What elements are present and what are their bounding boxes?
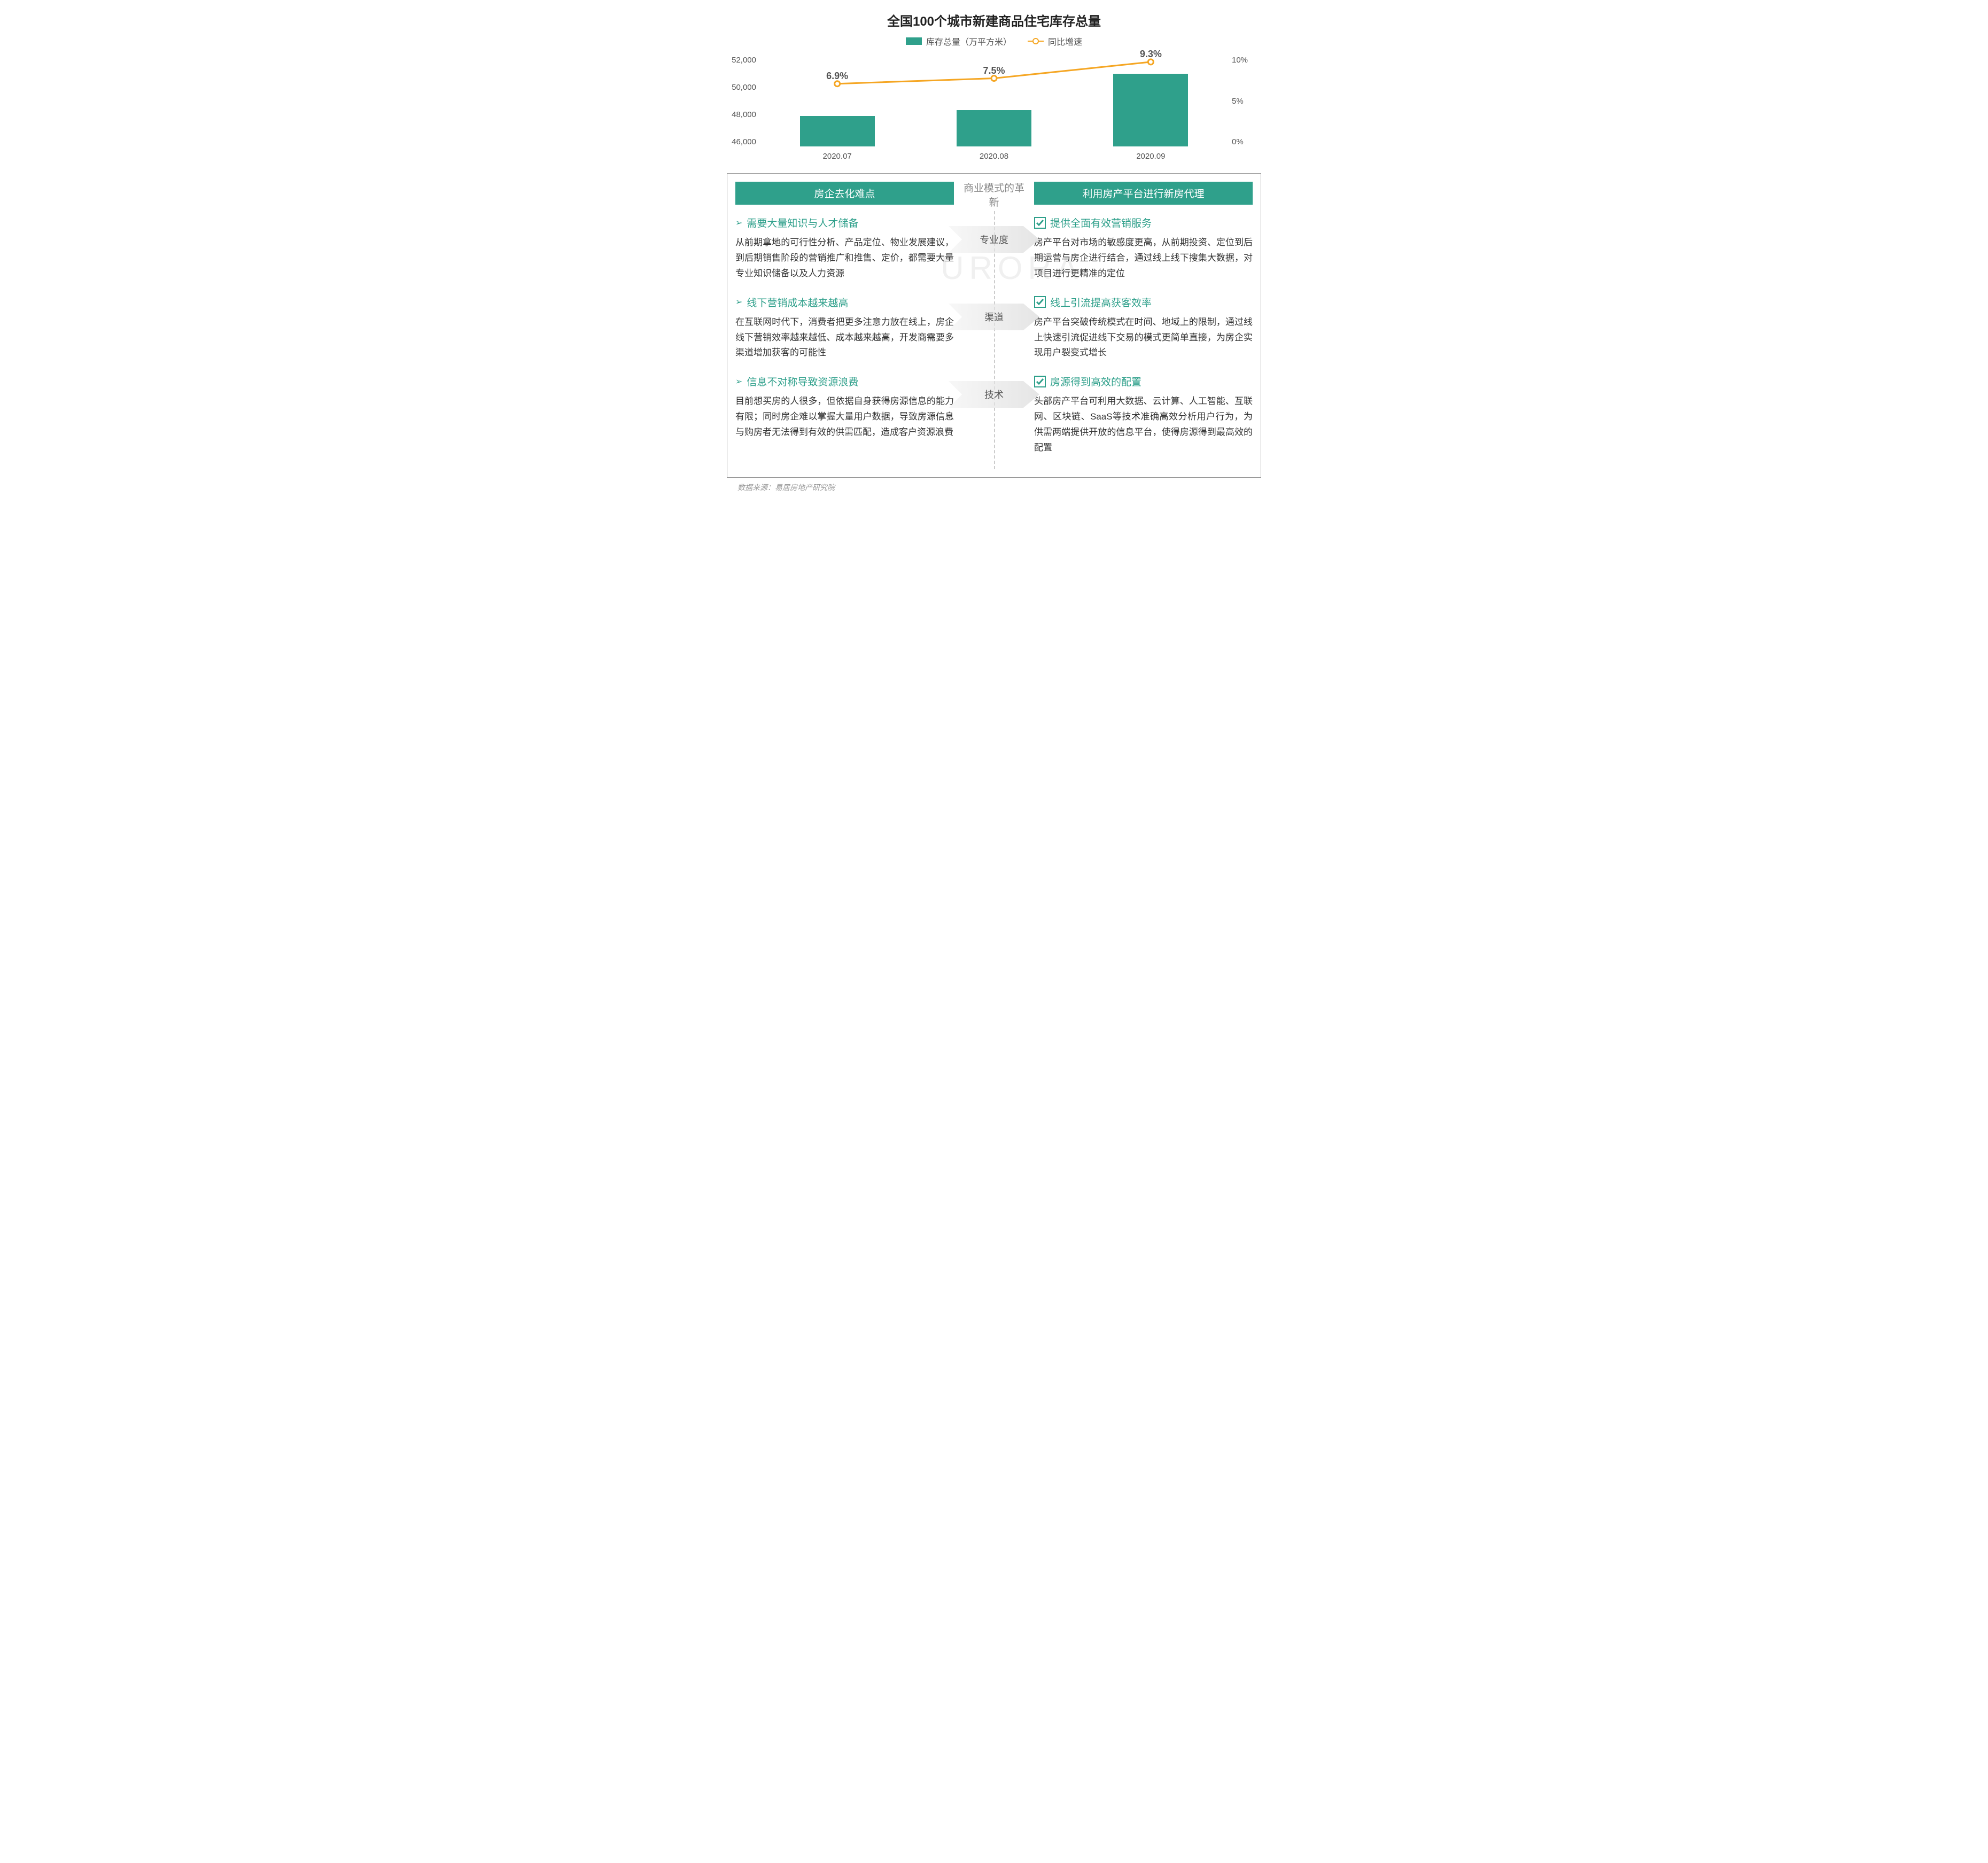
item-body: 头部房产平台可利用大数据、云计算、人工智能、互联网、区块链、SaaS等技术准确高… xyxy=(1034,394,1253,456)
y-axis-left: 52,000 50,000 48,000 46,000 xyxy=(727,56,756,146)
mid-arrow: 渠道 xyxy=(959,304,1029,330)
right-header: 利用房产平台进行新房代理 xyxy=(1034,182,1253,205)
left-item: ➢ 信息不对称导致资源浪费 目前想买房的人很多，但依据自身获得房源信息的能力有限… xyxy=(735,374,954,440)
y-left-tick: 50,000 xyxy=(727,83,756,92)
item-title: ➢ 信息不对称导致资源浪费 xyxy=(735,374,954,389)
item-title-text: 信息不对称导致资源浪费 xyxy=(747,374,858,389)
mid-title: 商业模式的革新 xyxy=(959,182,1029,210)
y-left-tick: 48,000 xyxy=(727,110,756,119)
bullet-icon: ➢ xyxy=(735,376,742,387)
chart-title: 全国100个城市新建商品住宅库存总量 xyxy=(727,11,1261,29)
line-data-label: 6.9% xyxy=(826,70,848,81)
right-item: 房源得到高效的配置 头部房产平台可利用大数据、云计算、人工智能、互联网、区块链、… xyxy=(1034,374,1253,456)
right-item: 提供全面有效营销服务 房产平台对市场的敏感度更高，从前期投资、定位到后期运营与房… xyxy=(1034,215,1253,282)
item-title: 线上引流提高获客效率 xyxy=(1034,295,1253,309)
bar-2 xyxy=(1113,74,1188,146)
item-title-text: 提供全面有效营销服务 xyxy=(1050,215,1152,230)
legend-line-swatch xyxy=(1028,41,1044,42)
mid-arrow: 技术 xyxy=(959,381,1029,408)
bullet-icon: ➢ xyxy=(735,297,742,307)
item-body: 从前期拿地的可行性分析、产品定位、物业发展建议，到后期销售阶段的营销推广和推售、… xyxy=(735,235,954,282)
y-left-tick: 46,000 xyxy=(727,137,756,146)
right-column: 利用房产平台进行新房代理 提供全面有效营销服务 房产平台对市场的敏感度更高，从前… xyxy=(1034,182,1253,469)
item-title-text: 需要大量知识与人才储备 xyxy=(747,215,858,230)
y-right-tick: 0% xyxy=(1232,137,1259,146)
item-title-text: 房源得到高效的配置 xyxy=(1050,374,1141,389)
item-body: 房产平台突破传统模式在时间、地域上的限制，通过线上快速引流促进线下交易的模式更简… xyxy=(1034,315,1253,361)
x-label-1: 2020.08 xyxy=(957,152,1031,161)
item-body: 房产平台对市场的敏感度更高，从前期投资、定位到后期运营与房企进行结合，通过线上线… xyxy=(1034,235,1253,282)
item-title: 提供全面有效营销服务 xyxy=(1034,215,1253,230)
left-item: ➢ 线下营销成本越来越高 在互联网时代下，消费者把更多注意力放在线上，房企线下营… xyxy=(735,295,954,361)
left-item: ➢ 需要大量知识与人才储备 从前期拿地的可行性分析、产品定位、物业发展建议，到后… xyxy=(735,215,954,282)
left-header: 房企去化难点 xyxy=(735,182,954,205)
y-left-tick: 52,000 xyxy=(727,56,756,65)
legend-bar-swatch xyxy=(906,37,922,45)
y-right-tick: 10% xyxy=(1232,56,1259,65)
x-label-2: 2020.09 xyxy=(1113,152,1188,161)
mid-arrow-label: 渠道 xyxy=(959,310,1029,324)
x-axis-labels: 2020.07 2020.08 2020.09 xyxy=(759,152,1229,161)
line-data-label: 7.5% xyxy=(983,65,1005,76)
chart-plot-area: 52,000 50,000 48,000 46,000 10% 5% 0% 6.… xyxy=(759,56,1229,162)
bar-1 xyxy=(957,110,1031,146)
bullet-icon: ➢ xyxy=(735,218,742,228)
item-title-text: 线上引流提高获客效率 xyxy=(1050,295,1152,309)
item-body: 目前想买房的人很多，但依据自身获得房源信息的能力有限；同时房企难以掌握大量用户数… xyxy=(735,394,954,440)
y-right-tick: 5% xyxy=(1232,97,1259,106)
item-title-text: 线下营销成本越来越高 xyxy=(747,295,848,309)
source-text: 数据来源：易居房地产研究院 xyxy=(737,482,1261,493)
item-title: ➢ 线下营销成本越来越高 xyxy=(735,295,954,309)
legend-bar-item: 库存总量（万平方米） xyxy=(906,35,1012,48)
x-label-0: 2020.07 xyxy=(800,152,875,161)
item-title: ➢ 需要大量知识与人才储备 xyxy=(735,215,954,230)
line-data-label: 9.3% xyxy=(1140,49,1162,60)
item-title: 房源得到高效的配置 xyxy=(1034,374,1253,389)
legend-line-item: 同比增速 xyxy=(1028,35,1082,48)
legend-line-label: 同比增速 xyxy=(1048,35,1082,48)
left-column: 房企去化难点 ➢ 需要大量知识与人才储备 从前期拿地的可行性分析、产品定位、物业… xyxy=(735,182,954,469)
mid-arrow-label: 技术 xyxy=(959,387,1029,401)
chart-legend: 库存总量（万平方米） 同比增速 xyxy=(727,35,1261,48)
comparison-section: URORA 房企去化难点 ➢ 需要大量知识与人才储备 从前期拿地的可行性分析、产… xyxy=(727,173,1261,478)
mid-arrow: 专业度 xyxy=(959,226,1029,253)
right-item: 线上引流提高获客效率 房产平台突破传统模式在时间、地域上的限制，通过线上快速引流… xyxy=(1034,295,1253,361)
y-axis-right: 10% 5% 0% xyxy=(1232,56,1259,146)
mid-arrow-label: 专业度 xyxy=(959,232,1029,246)
item-body: 在互联网时代下，消费者把更多注意力放在线上，房企线下营销效率越来越低、成本越来越… xyxy=(735,315,954,361)
bar-0 xyxy=(800,116,875,146)
legend-bar-label: 库存总量（万平方米） xyxy=(926,35,1012,48)
